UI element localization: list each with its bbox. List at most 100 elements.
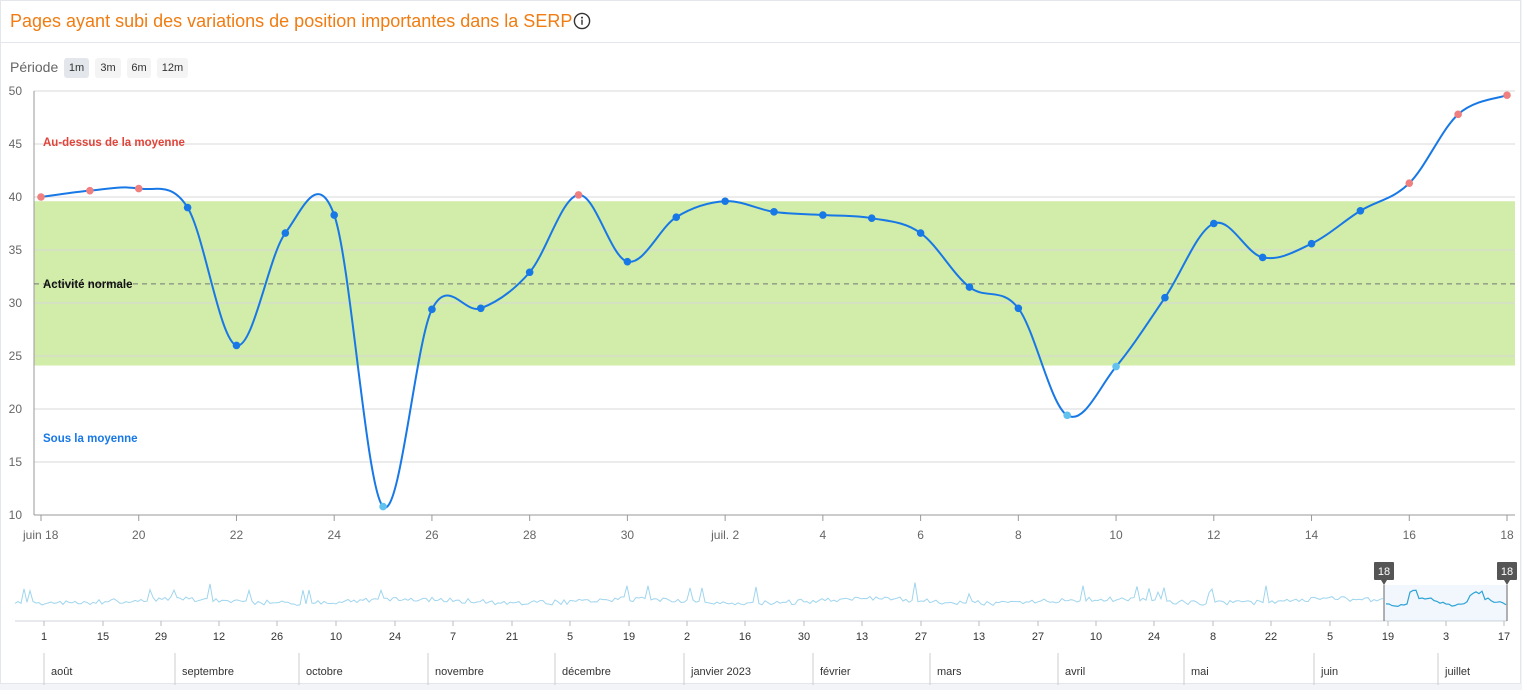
x-tick-label: 20 [132,528,146,542]
data-point-above[interactable] [574,191,583,199]
navigator-day-label: 24 [1148,631,1160,643]
main-chart[interactable]: 10 15 20 25 30 35 40 45 50 juin 18 20 22 24 26 28 30 jui… [1,1,1521,561]
x-tick-label: 8 [1015,528,1022,542]
data-point-normal[interactable] [1210,219,1218,228]
navigator-day-label: 22 [1265,631,1277,643]
data-point-above[interactable] [37,193,45,201]
range-start-handle-pointer [1381,580,1387,585]
data-point-normal[interactable] [428,305,436,314]
navigator-day-label: 2 [684,631,690,643]
data-point-normal[interactable] [477,304,485,313]
navigator-series-faint [14,582,1384,607]
data-point-normal[interactable] [770,208,778,216]
navigator-day-label: 5 [1327,631,1333,643]
period-button-6m[interactable]: 6m [127,58,151,78]
info-circle-icon[interactable] [573,12,591,30]
navigator-day-label: 26 [271,631,283,643]
y-tick-label: 50 [9,84,23,98]
x-tick-label: 4 [820,528,827,542]
data-point-normal[interactable] [183,203,192,212]
data-point-normal[interactable] [1307,239,1316,248]
navigator-day-label: 27 [1032,631,1044,643]
page-title: Pages ayant subi des variations de posit… [10,11,573,31]
navigator-month-label: mars [937,666,962,678]
navigator-month-label: mai [1191,666,1209,678]
range-end-handle-label: 18 [1501,566,1513,578]
navigator-day-label: 17 [1498,631,1510,643]
data-point-normal[interactable] [1356,206,1365,215]
data-point-above[interactable] [1503,91,1511,100]
x-tick-label: juin 18 [22,528,59,542]
period-button-12m[interactable]: 12m [157,58,188,78]
navigator-month-label: juillet [1444,666,1470,678]
data-point-normal[interactable] [867,214,876,222]
y-tick-label: 35 [9,243,23,257]
x-tick-label: 22 [230,528,244,542]
data-point-below[interactable] [1112,362,1120,371]
navigator-day-label: 7 [450,631,456,643]
y-tick-label: 10 [9,508,23,522]
navigator-month-label: octobre [306,666,343,678]
data-point-normal[interactable] [525,268,534,277]
y-tick-label: 40 [9,190,23,204]
y-tick-label: 20 [9,402,23,416]
navigator-series-selected [1385,589,1507,608]
navigator-day-label: 16 [739,631,751,643]
data-point-normal[interactable] [721,197,729,206]
navigator-month-label: juin [1320,666,1338,678]
x-tick-label: 16 [1403,528,1417,542]
data-point-normal[interactable] [330,211,339,219]
x-tick-label: 18 [1500,528,1514,542]
navigator-day-label: 13 [856,631,868,643]
x-tick-label: 6 [917,528,924,542]
data-point-normal[interactable] [965,283,974,291]
navigator-month-label: avril [1065,666,1085,678]
data-point-above[interactable] [1405,179,1414,188]
data-point-below[interactable] [1063,411,1071,420]
navigator-day-label: 30 [798,631,810,643]
navigator-day-label: 10 [330,631,342,643]
zone-label-normal: Activité normale [43,279,132,291]
range-end-handle-pointer [1504,580,1510,585]
navigator-day-label: 19 [1382,631,1394,643]
data-point-normal[interactable] [819,211,827,219]
y-tick-label: 25 [9,349,23,363]
data-point-normal[interactable] [623,257,632,266]
data-point-above[interactable] [1454,110,1462,119]
range-start-handle[interactable] [1374,562,1394,580]
navigator-month-label: février [820,666,851,678]
navigator-month-label: août [51,666,72,678]
y-tick-label: 45 [9,137,23,151]
navigator-day-label: 1 [41,631,47,643]
data-point-normal[interactable] [281,229,290,237]
data-point-normal[interactable] [1258,253,1267,262]
x-tick-label: juil. 2 [710,528,739,542]
period-label: Période [10,59,59,75]
zone-label-above: Au-dessus de la moyenne [43,137,185,149]
navigator-day-label: 10 [1090,631,1102,643]
data-point-above[interactable] [86,186,94,195]
range-end-handle[interactable] [1497,562,1517,580]
navigator-day-label: 5 [567,631,573,643]
navigator-day-label: 19 [623,631,635,643]
y-tick-label: 30 [9,296,23,310]
x-tick-label: 10 [1109,528,1123,542]
navigator-day-label: 3 [1443,631,1449,643]
period-button-1m[interactable]: 1m [64,58,89,78]
navigator-day-label: 24 [389,631,401,643]
x-tick-label: 12 [1207,528,1221,542]
data-point-normal[interactable] [1161,293,1169,302]
navigator-month-label: novembre [435,666,484,678]
data-point-normal[interactable] [672,213,681,221]
data-point-above[interactable] [134,184,143,193]
period-button-3m[interactable]: 3m [95,58,121,78]
navigator-day-label: 27 [915,631,927,643]
data-point-normal[interactable] [232,341,241,350]
navigator-day-label: 12 [213,631,225,643]
data-point-normal[interactable] [916,229,925,237]
navigator-selected-range[interactable] [1384,585,1507,621]
navigator-day-label: 21 [506,631,518,643]
data-point-normal[interactable] [1014,304,1023,313]
data-point-below[interactable] [379,502,387,511]
